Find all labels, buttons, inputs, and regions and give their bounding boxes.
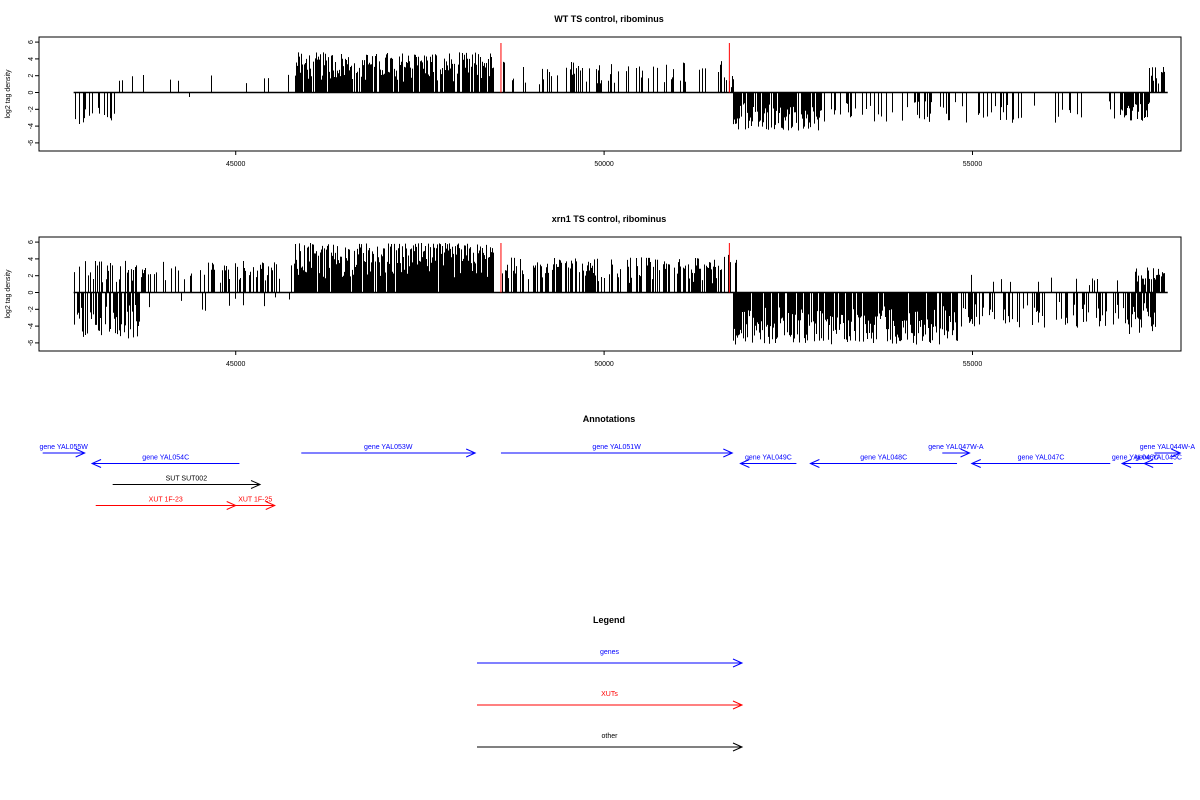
feature-label: gene YAL048C	[860, 455, 907, 462]
arrow-head	[723, 448, 734, 458]
xrn1-track-panel: xrn1 TS control, ribominus log2 tag dens…	[5, 214, 1182, 368]
x-tick-label: 45000	[226, 161, 246, 168]
feature-arrow	[235, 501, 276, 510]
feature-label: gene YAL053W	[364, 444, 413, 451]
feature-arrow	[739, 459, 797, 468]
wt-y-axis: 6 4 2 0 -2 -4 -6	[28, 40, 39, 146]
wt-x-axis: 45000 50000 55000	[226, 151, 982, 168]
feature-label: gene YAL044W-A	[1140, 444, 1196, 451]
feature-label: gene YAL049C	[745, 455, 792, 462]
xrn1-position-markers	[500, 243, 730, 293]
y-tick-label: 6	[28, 240, 35, 244]
xrn1-y-axis: 6 4 2 0 -2 -4 -6	[28, 240, 39, 346]
xrn1-plot-frame	[38, 236, 1182, 352]
y-tick-label: 6	[28, 40, 35, 44]
legend-label: other	[602, 733, 619, 740]
x-tick-label: 45000	[226, 361, 246, 368]
feature-arrow	[1154, 448, 1182, 458]
arrow-head	[1171, 448, 1182, 458]
x-tick-label: 50000	[594, 361, 614, 368]
y-tick-label: -2	[28, 306, 35, 312]
feature-label: XUT 1F-25	[238, 497, 272, 504]
y-tick-label: 2	[28, 274, 35, 278]
wt-track-panel: WT TS control, ribominus log2 tag densit…	[5, 14, 1182, 168]
x-tick-label: 50000	[594, 161, 614, 168]
y-tick-label: 2	[28, 74, 35, 78]
y-tick-label: -6	[28, 340, 35, 346]
arrow-head	[732, 658, 744, 668]
feature-arrow	[500, 448, 734, 458]
x-tick-label: 55000	[963, 361, 983, 368]
x-tick-label: 55000	[963, 161, 983, 168]
feature-arrow	[809, 459, 958, 468]
arrow-head	[1142, 459, 1154, 468]
feature-arrows: gene YAL055W gene YAL054C gene YAL053W gene…	[39, 444, 1195, 510]
arrow-head	[265, 501, 276, 510]
y-tick-label: -6	[28, 140, 35, 146]
y-tick-label: 4	[28, 57, 35, 61]
arrow-head	[960, 448, 971, 458]
feature-arrow	[301, 448, 477, 458]
legend-label: genes	[600, 649, 620, 656]
arrow-head	[90, 459, 102, 468]
feature-arrow	[942, 448, 971, 458]
feature-arrow	[90, 459, 240, 468]
feature-label: gene YAL047C	[1018, 455, 1065, 462]
xrn1-signal-bars	[74, 242, 1165, 345]
feature-label: gene YAL055W	[39, 444, 88, 451]
xrn1-track-title: xrn1 TS control, ribominus	[552, 214, 667, 224]
wt-position-markers	[500, 43, 730, 93]
y-tick-label: 0	[28, 290, 35, 294]
wt-plot-frame	[38, 36, 1182, 152]
arrow-head	[250, 480, 262, 489]
feature-label: XUT 1F-23	[149, 497, 183, 504]
legend-arrow	[477, 658, 744, 668]
y-tick-label: 4	[28, 257, 35, 261]
legend-arrow	[477, 700, 744, 710]
arrow-head	[465, 448, 477, 458]
feature-label: gene YAL046C	[1112, 455, 1159, 462]
arrow-head	[75, 448, 86, 458]
feature-arrow	[1142, 459, 1173, 468]
y-tick-label: -4	[28, 123, 35, 129]
y-tick-label: -4	[28, 323, 35, 329]
wt-track-title: WT TS control, ribominus	[554, 14, 664, 24]
feature-label: gene YAL045C	[1135, 455, 1182, 462]
legend-panel: Legend genes XUTs other	[477, 615, 744, 752]
feature-label: gene YAL054C	[142, 455, 189, 462]
arrow-head	[1120, 459, 1132, 468]
y-tick-label: -2	[28, 106, 35, 112]
arrow-head	[970, 459, 981, 468]
legend-label: XUTs	[601, 691, 618, 698]
annotations-title: Annotations	[583, 414, 636, 424]
wt-y-axis-label: log2 tag density	[5, 69, 12, 119]
legend-arrow	[477, 742, 744, 752]
wt-signal-bars	[75, 52, 1165, 131]
feature-arrow	[970, 459, 1111, 468]
arrow-head	[809, 459, 820, 468]
legend-items: genes XUTs other	[477, 649, 744, 752]
y-tick-label: 0	[28, 90, 35, 94]
feature-label: gene YAL047W-A	[928, 444, 984, 451]
feature-label: SUT SUT002	[166, 476, 208, 483]
feature-label: gene YAL051W	[592, 444, 641, 451]
xrn1-y-axis-label: log2 tag density	[5, 269, 12, 319]
feature-arrow	[112, 480, 262, 489]
xrn1-x-axis: 45000 50000 55000	[226, 351, 982, 368]
feature-arrow	[42, 448, 86, 458]
legend-title: Legend	[593, 615, 625, 625]
arrow-head	[732, 700, 744, 710]
arrow-head	[732, 742, 744, 752]
arrow-head	[739, 459, 750, 468]
